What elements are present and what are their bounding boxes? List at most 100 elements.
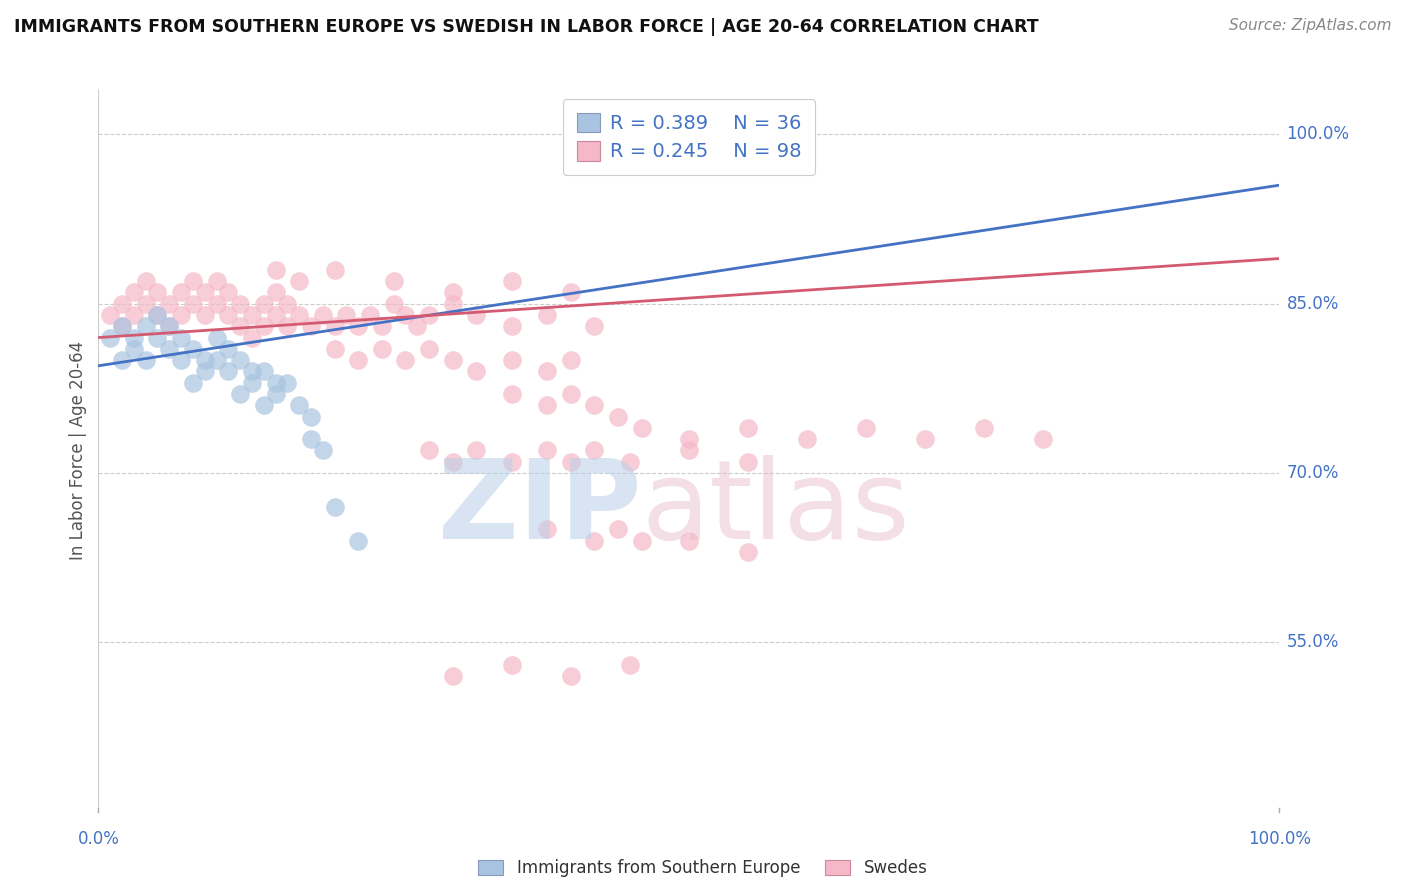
Point	[146, 285, 169, 300]
Point	[181, 296, 204, 310]
Point	[465, 443, 488, 458]
Point	[98, 330, 121, 344]
Point	[312, 443, 335, 458]
Point	[914, 432, 936, 446]
Point	[501, 657, 523, 672]
Point	[678, 432, 700, 446]
Text: 100.0%: 100.0%	[1286, 126, 1350, 144]
Point	[194, 353, 217, 368]
Point	[122, 285, 145, 300]
Point	[583, 533, 606, 548]
Point	[288, 274, 311, 288]
Point	[335, 308, 357, 322]
Point	[170, 308, 193, 322]
Point	[371, 342, 394, 356]
Point	[253, 364, 276, 378]
Point	[240, 364, 263, 378]
Point	[146, 308, 169, 322]
Point	[536, 523, 558, 537]
Point	[973, 421, 995, 435]
Point	[359, 308, 381, 322]
Y-axis label: In Labor Force | Age 20-64: In Labor Force | Age 20-64	[69, 341, 87, 560]
Point	[135, 353, 157, 368]
Point	[323, 500, 346, 514]
Point	[406, 319, 429, 334]
Point	[501, 353, 523, 368]
Point	[299, 409, 322, 424]
Point	[347, 353, 370, 368]
Point	[583, 319, 606, 334]
Point	[536, 443, 558, 458]
Point	[737, 455, 759, 469]
Point	[240, 308, 263, 322]
Point	[205, 296, 228, 310]
Point	[194, 285, 217, 300]
Point	[418, 342, 440, 356]
Point	[157, 319, 180, 334]
Point	[737, 545, 759, 559]
Point	[465, 308, 488, 322]
Point	[205, 353, 228, 368]
Point	[441, 353, 464, 368]
Point	[170, 330, 193, 344]
Point	[501, 455, 523, 469]
Point	[607, 409, 630, 424]
Point	[630, 421, 652, 435]
Point	[111, 296, 134, 310]
Point	[394, 308, 416, 322]
Point	[205, 274, 228, 288]
Point	[264, 285, 287, 300]
Point	[264, 308, 287, 322]
Point	[194, 364, 217, 378]
Point	[560, 387, 582, 401]
Point	[194, 308, 217, 322]
Point	[382, 274, 405, 288]
Point	[583, 398, 606, 412]
Text: IMMIGRANTS FROM SOUTHERN EUROPE VS SWEDISH IN LABOR FORCE | AGE 20-64 CORRELATIO: IMMIGRANTS FROM SOUTHERN EUROPE VS SWEDI…	[14, 18, 1039, 36]
Point	[276, 296, 298, 310]
Point	[560, 455, 582, 469]
Point	[560, 285, 582, 300]
Point	[441, 296, 464, 310]
Point	[501, 387, 523, 401]
Point	[157, 342, 180, 356]
Point	[229, 387, 252, 401]
Text: 70.0%: 70.0%	[1286, 464, 1339, 482]
Legend: Immigrants from Southern Europe, Swedes: Immigrants from Southern Europe, Swedes	[472, 853, 934, 884]
Point	[619, 455, 641, 469]
Point	[264, 262, 287, 277]
Point	[217, 364, 239, 378]
Point	[170, 285, 193, 300]
Point	[382, 296, 405, 310]
Point	[607, 523, 630, 537]
Point	[583, 443, 606, 458]
Point	[299, 319, 322, 334]
Text: 100.0%: 100.0%	[1249, 830, 1310, 847]
Text: Source: ZipAtlas.com: Source: ZipAtlas.com	[1229, 18, 1392, 33]
Point	[229, 353, 252, 368]
Point	[111, 319, 134, 334]
Point	[205, 330, 228, 344]
Point	[111, 353, 134, 368]
Point	[560, 353, 582, 368]
Point	[264, 387, 287, 401]
Point	[347, 533, 370, 548]
Point	[135, 319, 157, 334]
Point	[441, 669, 464, 683]
Point	[323, 319, 346, 334]
Point	[253, 398, 276, 412]
Point	[122, 308, 145, 322]
Point	[157, 296, 180, 310]
Point	[394, 353, 416, 368]
Text: ZIP: ZIP	[439, 455, 641, 562]
Point	[855, 421, 877, 435]
Point	[98, 308, 121, 322]
Legend: R = 0.389    N = 36, R = 0.245    N = 98: R = 0.389 N = 36, R = 0.245 N = 98	[562, 99, 815, 175]
Text: 85.0%: 85.0%	[1286, 294, 1339, 313]
Point	[170, 353, 193, 368]
Point	[619, 657, 641, 672]
Point	[217, 308, 239, 322]
Point	[157, 319, 180, 334]
Point	[323, 262, 346, 277]
Point	[276, 376, 298, 390]
